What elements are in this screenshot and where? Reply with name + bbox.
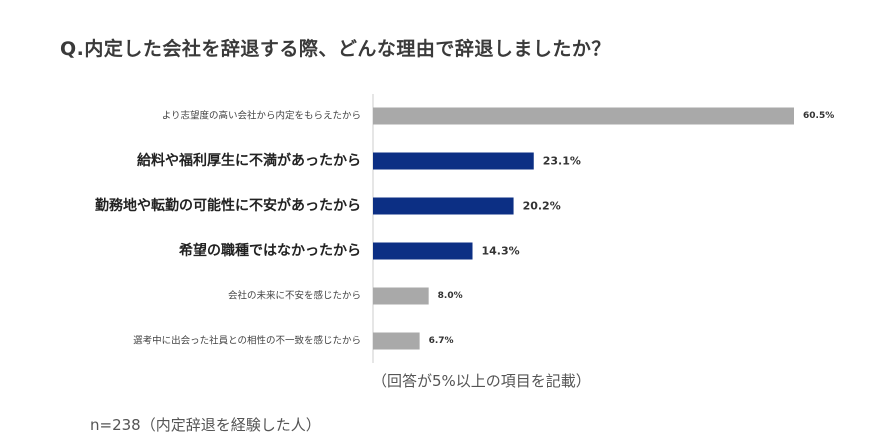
category-label: より志望度の高い会社から内定をもらえたから [162,110,361,122]
bar [373,107,794,125]
bar [373,287,429,305]
data-label: 8.0% [438,291,463,301]
category-label: 勤務地や転勤の可能性に不安があったから [95,197,361,214]
bar [373,332,420,350]
bar [373,197,514,215]
category-label: 選考中に出会った社員との相性の不一致を感じたから [133,335,361,347]
bar [373,242,473,260]
data-label: 14.3% [482,245,520,258]
category-label: 給料や福利厚生に不満があったから [137,152,361,169]
data-label: 23.1% [543,155,581,168]
sample-size-note: n=238（内定辞退を経験した人） [90,416,321,434]
data-label: 20.2% [523,200,561,213]
chart-note: （回答が5%以上の項目を記載） [372,372,591,390]
data-label: 6.7% [429,336,454,346]
bar [373,152,534,170]
category-label: 希望の職種ではなかったから [179,242,361,259]
chart-title: Q.内定した会社を辞退する際、どんな理由で辞退しましたか？ [60,38,611,60]
data-label: 60.5% [803,111,834,121]
category-label: 会社の未来に不安を感じたから [228,290,361,302]
